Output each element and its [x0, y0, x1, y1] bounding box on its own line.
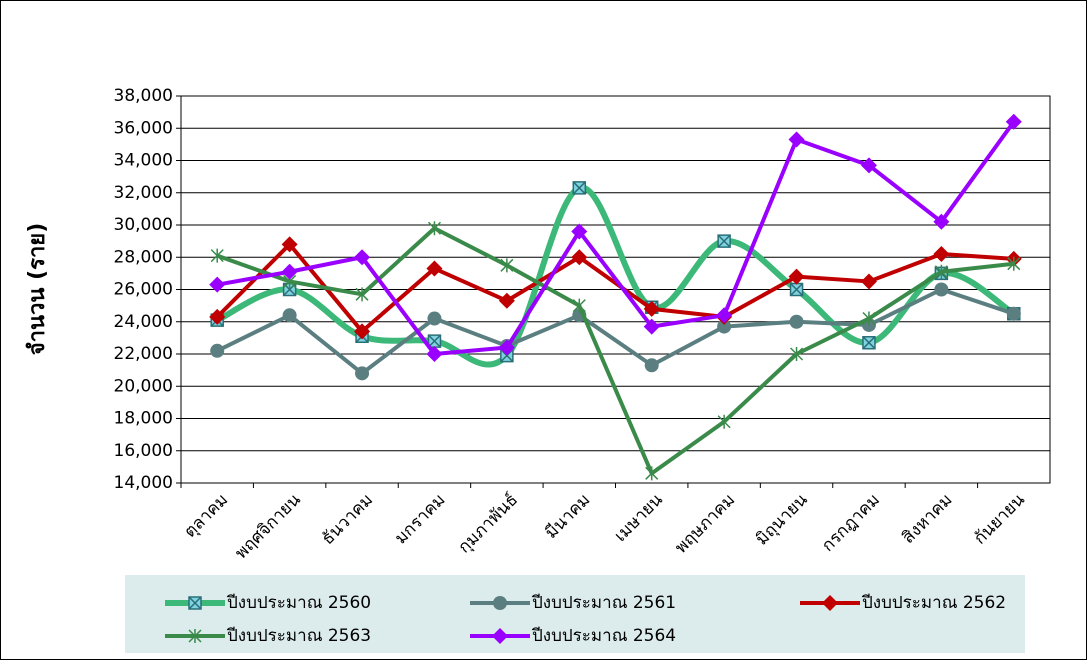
legend-label: ปีงบประมาณ 2560 — [226, 593, 371, 613]
series-line — [216, 120, 1016, 356]
marker — [644, 358, 659, 373]
legend-marker — [188, 629, 202, 643]
marker — [355, 366, 370, 381]
legend-marker — [492, 628, 508, 644]
marker — [860, 157, 877, 174]
series-line — [216, 287, 1015, 376]
series-line — [215, 242, 1014, 334]
marker — [790, 347, 804, 361]
y-tick-label: 28,000 — [114, 247, 173, 267]
marker — [716, 307, 733, 324]
marker — [1006, 306, 1021, 321]
y-tick-label: 22,000 — [114, 344, 173, 364]
marker — [209, 308, 226, 325]
marker — [572, 298, 586, 313]
marker — [571, 249, 588, 266]
y-tick-label: 36,000 — [114, 118, 173, 138]
marker — [354, 323, 371, 340]
marker — [426, 346, 443, 362]
marker — [1005, 113, 1022, 130]
marker — [717, 319, 732, 334]
legend-label: ปีงบประมาณ 2562 — [861, 593, 1006, 613]
marker — [643, 318, 660, 335]
marker — [427, 221, 441, 236]
marker — [717, 234, 731, 248]
marker — [862, 311, 876, 326]
y-tick-label: 24,000 — [114, 312, 173, 332]
y-tick-label: 26,000 — [114, 280, 173, 300]
y-tick-label: 32,000 — [114, 183, 173, 203]
marker — [645, 466, 659, 481]
y-tick-label: 30,000 — [114, 215, 173, 235]
marker — [789, 314, 804, 329]
marker — [643, 300, 660, 317]
y-tick-label: 34,000 — [114, 151, 173, 171]
legend-item: ปีงบประมาณ 2561 — [470, 593, 676, 613]
legend-box — [125, 575, 1025, 653]
legend-item: ปีงบประมาณ 2562 — [800, 593, 1006, 613]
marker — [788, 268, 805, 285]
marker — [282, 308, 297, 323]
marker — [427, 311, 442, 326]
marker — [210, 248, 224, 263]
legend-item: ปีงบประมาณ 2564 — [470, 626, 676, 646]
marker — [500, 258, 514, 273]
series-line — [216, 226, 1015, 476]
marker — [571, 223, 588, 240]
marker — [209, 276, 226, 293]
marker — [281, 236, 298, 253]
y-tick-label: 14,000 — [114, 473, 173, 493]
marker — [498, 292, 515, 309]
y-tick-label: 38,000 — [114, 86, 173, 106]
marker — [354, 249, 371, 266]
legend-marker — [822, 595, 838, 611]
y-axis-label: จำนวน (ราย) — [25, 223, 50, 356]
marker — [860, 273, 877, 290]
marker — [281, 263, 298, 280]
legend-label: ปีงบประมาณ 2561 — [531, 593, 676, 613]
legend-item: ปีงบประมาณ 2563 — [165, 626, 371, 646]
marker — [1007, 256, 1021, 271]
legend-item: ปีงบประมาณ 2560 — [165, 593, 371, 613]
marker — [934, 264, 948, 279]
marker — [862, 335, 876, 350]
marker — [789, 282, 804, 297]
marker — [933, 246, 950, 263]
legend-label: ปีงบประมาณ 2563 — [226, 626, 371, 646]
marker — [498, 339, 515, 356]
marker — [572, 181, 587, 195]
y-tick-label: 18,000 — [114, 409, 173, 429]
legend-marker — [188, 596, 202, 610]
marker — [210, 343, 225, 358]
marker — [788, 131, 805, 148]
marker — [717, 414, 731, 429]
marker — [355, 287, 369, 302]
legend-label: ปีงบประมาณ 2564 — [531, 626, 676, 646]
marker — [426, 260, 443, 277]
y-tick-label: 20,000 — [114, 376, 173, 396]
marker — [934, 282, 949, 297]
legend-marker — [493, 596, 507, 610]
y-tick-label: 16,000 — [114, 441, 173, 461]
marker — [933, 213, 950, 230]
